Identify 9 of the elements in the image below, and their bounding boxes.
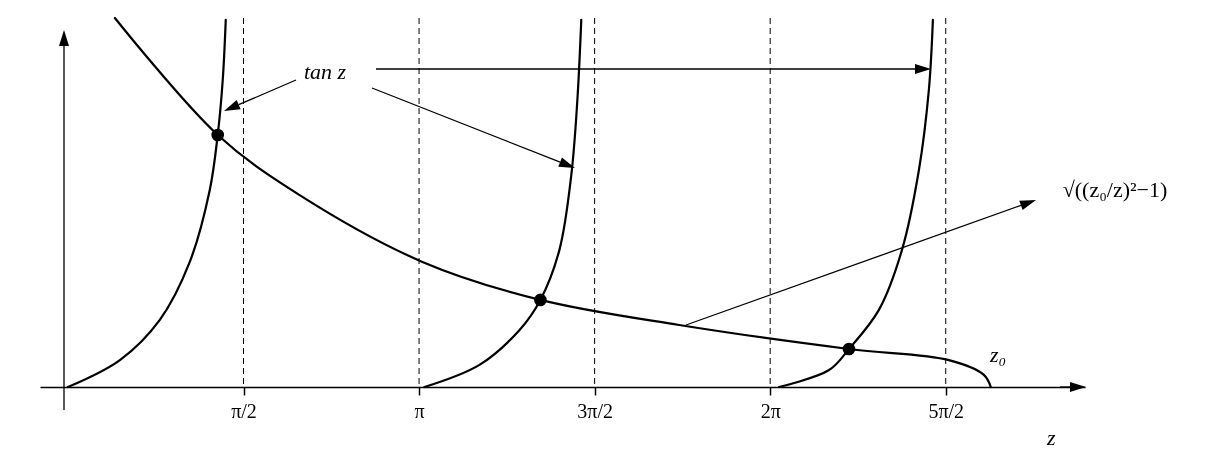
x-tick-label: π <box>414 399 425 422</box>
annotation: tan z <box>303 59 347 84</box>
x-tick-label: π/2 <box>231 399 257 422</box>
x-tick-label: 5π/2 <box>928 399 965 422</box>
annotation: z₀ <box>988 342 1007 367</box>
x-tick-label: 3π/2 <box>577 399 613 422</box>
x-tick-label: 2π <box>760 399 781 422</box>
x-axis-title: z <box>1045 424 1056 450</box>
annotation: √((z₀/z)²−1) <box>1062 177 1168 202</box>
